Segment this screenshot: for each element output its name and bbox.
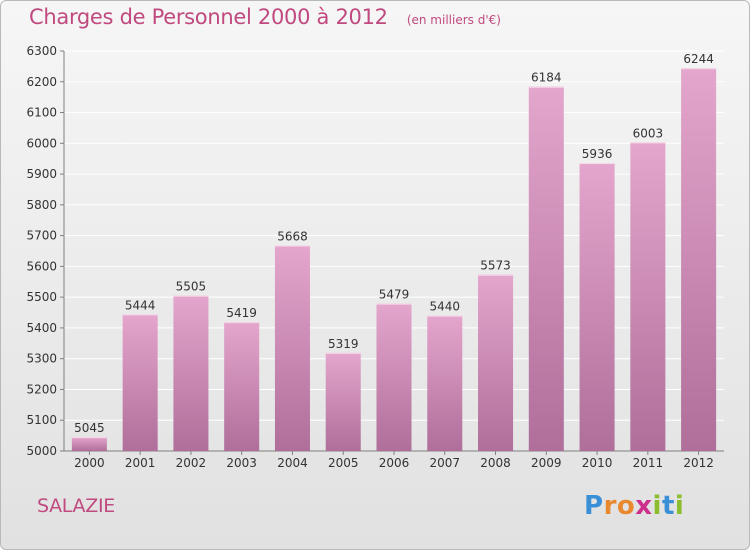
proxiti-logo[interactable]: Proxiti xyxy=(584,491,684,521)
bar-2001 xyxy=(122,314,158,451)
x-tick-label: 2000 xyxy=(74,456,105,470)
bar-2000 xyxy=(71,437,107,451)
data-label: 5479 xyxy=(379,288,410,302)
logo-letter: r xyxy=(603,491,617,521)
data-label: 6184 xyxy=(531,71,562,85)
data-label: 5668 xyxy=(277,229,308,243)
y-tick-label: 5700 xyxy=(26,229,57,243)
chart-header: Charges de Personnel 2000 à 2012 (en mil… xyxy=(29,5,501,29)
x-tick-label: 2004 xyxy=(277,456,308,470)
x-tick-label: 2001 xyxy=(125,456,156,470)
x-tick-label: 2009 xyxy=(531,456,562,470)
x-tick-label: 2007 xyxy=(429,456,460,470)
bars xyxy=(71,68,717,451)
y-tick-label: 5000 xyxy=(26,444,57,458)
data-label: 6003 xyxy=(633,126,664,140)
bar-2004 xyxy=(274,245,310,451)
bar-2011 xyxy=(630,142,666,451)
bar-2005 xyxy=(325,352,361,451)
x-tick-label: 2010 xyxy=(582,456,613,470)
bar-2012 xyxy=(681,68,717,451)
data-label: 5045 xyxy=(74,421,105,435)
bar-2003 xyxy=(224,322,260,451)
x-tick-label: 2003 xyxy=(226,456,257,470)
axes: 5000 5100 5200 5300 5400 5500 5600 5700 5800 5900… xyxy=(26,44,724,470)
data-label: 5440 xyxy=(429,300,460,314)
y-tick-label: 5400 xyxy=(26,321,57,335)
bar-2002 xyxy=(173,295,209,451)
y-tick-label: 6000 xyxy=(26,136,57,150)
x-tick-label: 2005 xyxy=(328,456,359,470)
data-label: 6244 xyxy=(683,52,714,66)
x-tick-label: 2006 xyxy=(379,456,410,470)
y-tick-label: 6300 xyxy=(26,44,57,58)
logo-letter: i xyxy=(652,491,662,521)
y-tick-label: 5600 xyxy=(26,259,57,273)
data-label: 5573 xyxy=(480,259,511,273)
y-tick-label: 5900 xyxy=(26,167,57,181)
chart-subtitle: (en milliers d'€) xyxy=(406,13,501,27)
chart-title: Charges de Personnel 2000 à 2012 xyxy=(29,5,388,29)
data-label: 5936 xyxy=(582,147,613,161)
x-tick-label: 2002 xyxy=(176,456,207,470)
bar-2008 xyxy=(478,274,514,451)
bar-2009 xyxy=(528,86,564,451)
x-tick-label: 2011 xyxy=(633,456,664,470)
data-label: 5505 xyxy=(176,280,207,294)
logo-letter: P xyxy=(584,491,604,521)
data-labels: 5045 5444 5505 5419 5668 5319 5479 5440 5573 6184… xyxy=(74,52,714,435)
bar-2010 xyxy=(579,163,615,451)
bar-2007 xyxy=(427,315,463,451)
x-tick-label: 2008 xyxy=(480,456,511,470)
y-tick-label: 5100 xyxy=(26,413,57,427)
data-label: 5419 xyxy=(226,306,257,320)
commune-name: SALAZIE xyxy=(37,495,115,517)
y-tick-label: 6100 xyxy=(26,106,57,120)
data-label: 5444 xyxy=(125,298,156,312)
y-tick-label: 6200 xyxy=(26,75,57,89)
x-tick-label: 2012 xyxy=(683,456,714,470)
y-tick-label: 5200 xyxy=(26,382,57,396)
bar-2006 xyxy=(376,303,412,451)
data-label: 5319 xyxy=(328,337,359,351)
y-tick-label: 5500 xyxy=(26,290,57,304)
logo-letter: t xyxy=(661,491,675,521)
logo-letter: x xyxy=(635,491,653,521)
y-tick-label: 5800 xyxy=(26,198,57,212)
logo-letter: i xyxy=(674,491,685,521)
logo-letter: o xyxy=(616,491,636,521)
y-tick-label: 5300 xyxy=(26,352,57,366)
